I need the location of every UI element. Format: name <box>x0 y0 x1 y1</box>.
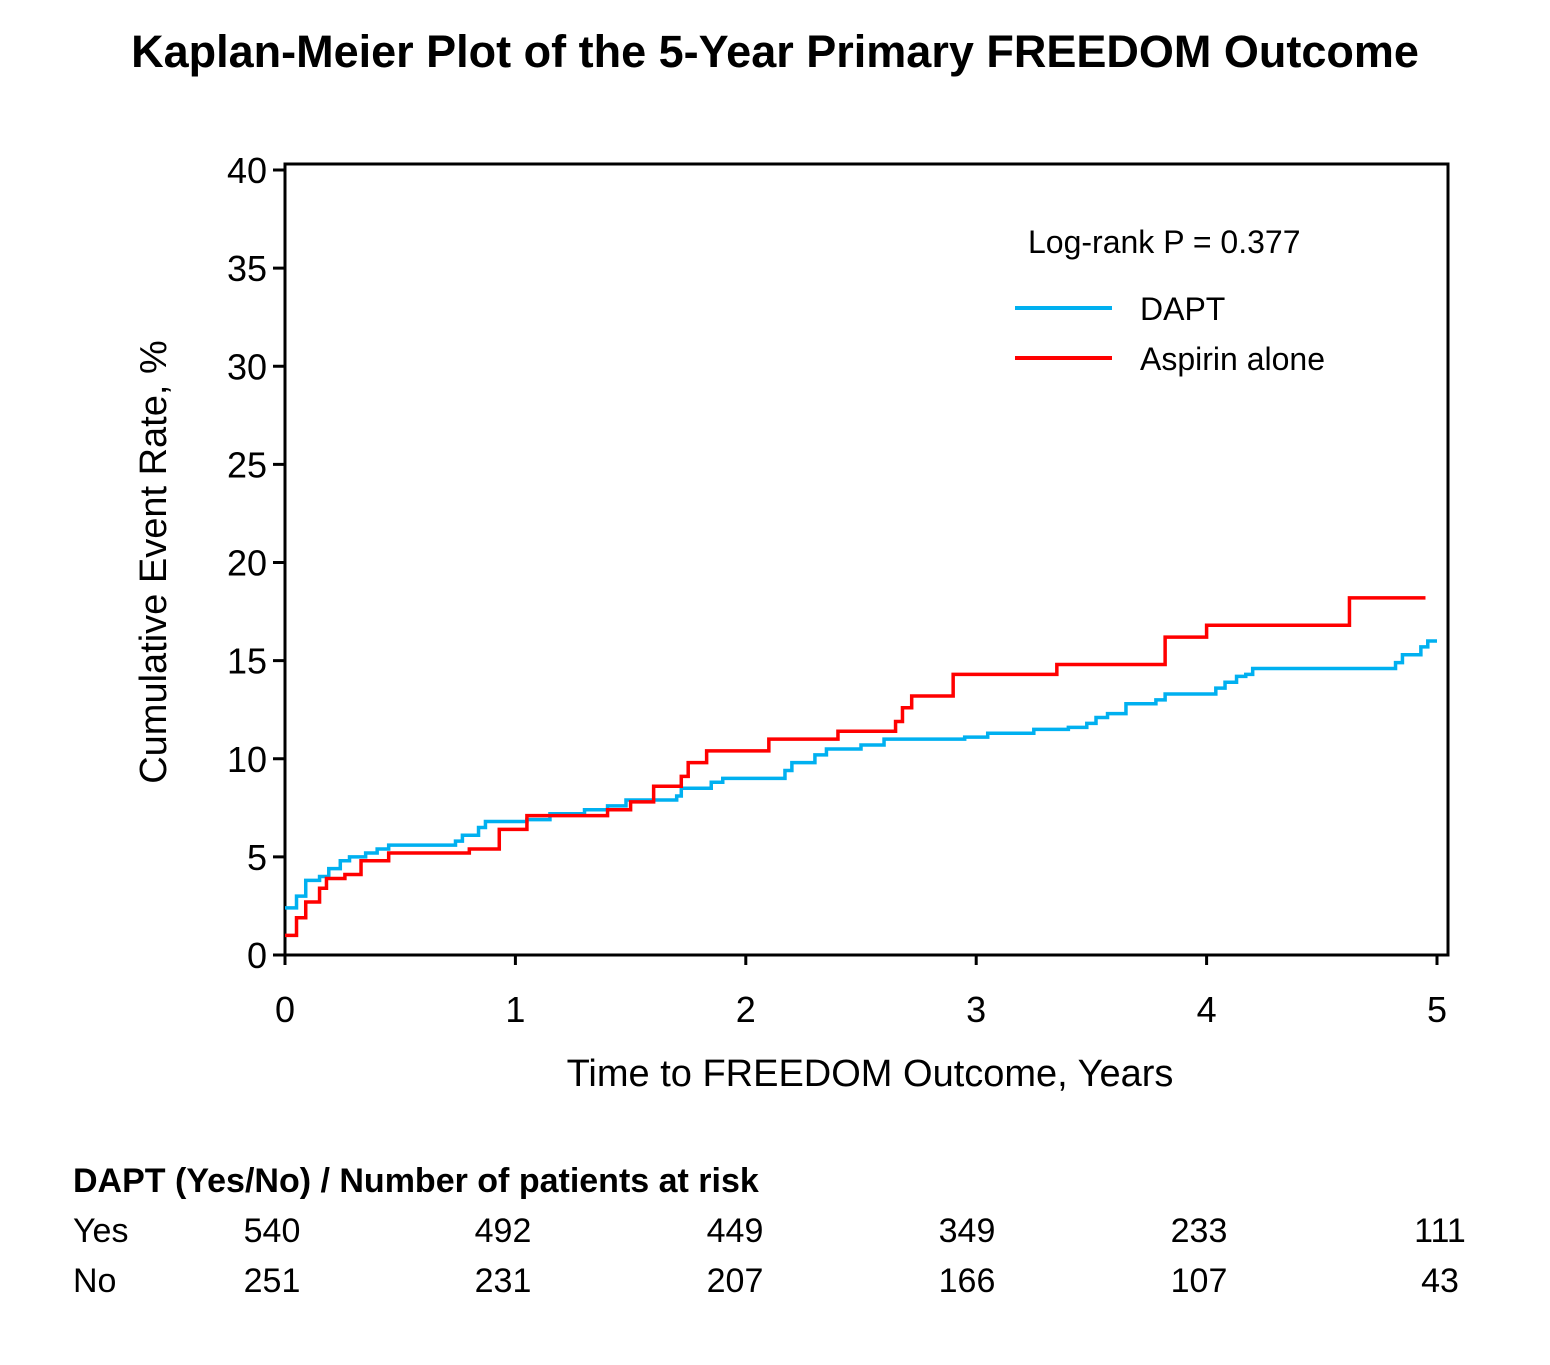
y-tick-label: 10 <box>227 739 267 780</box>
y-tick-label: 15 <box>227 641 267 682</box>
risk-count: 251 <box>243 1262 301 1300</box>
y-tick-label: 35 <box>227 248 267 289</box>
y-tick-label: 20 <box>227 543 267 584</box>
risk-count: 449 <box>706 1212 764 1250</box>
log-rank-annotation: Log-rank P = 0.377 <box>1028 224 1301 260</box>
risk-count: 540 <box>243 1212 301 1250</box>
x-tick-label: 4 <box>1197 989 1217 1030</box>
x-tick-label: 5 <box>1427 989 1447 1030</box>
legend-label: Aspirin alone <box>1140 341 1325 377</box>
y-tick-label: 40 <box>227 150 267 191</box>
legend-label: DAPT <box>1140 291 1225 327</box>
x-tick-label: 2 <box>736 989 756 1030</box>
risk-count: 492 <box>474 1212 532 1250</box>
risk-count: 107 <box>1170 1262 1228 1300</box>
x-tick-label: 0 <box>275 989 295 1030</box>
risk-count: 233 <box>1170 1212 1228 1250</box>
series-line-dapt <box>285 639 1437 910</box>
y-axis-label: Cumulative Event Rate, % <box>133 340 175 784</box>
series-line-aspirin <box>285 596 1426 938</box>
risk-row-label: Yes <box>73 1212 129 1250</box>
y-tick-label: 30 <box>227 346 267 387</box>
risk-count: 231 <box>474 1262 532 1300</box>
risk-count: 207 <box>706 1262 764 1300</box>
risk-table-header: DAPT (Yes/No) / Number of patients at ri… <box>73 1162 759 1200</box>
risk-count: 43 <box>1421 1262 1459 1300</box>
y-tick-label: 25 <box>227 444 267 485</box>
plot-frame <box>283 162 1450 957</box>
risk-count: 111 <box>1414 1212 1466 1250</box>
risk-row-label: No <box>73 1262 117 1300</box>
x-tick-label: 1 <box>505 989 525 1030</box>
risk-count: 349 <box>938 1212 996 1250</box>
km-plot: 0 5 10 15 20 25 30 35 40 0 1 2 3 4 5 Time to FREEDOM Ou… <box>133 150 1450 1095</box>
x-tick-label: 3 <box>966 989 986 1030</box>
y-tick-label: 5 <box>247 837 267 878</box>
risk-count: 166 <box>938 1262 996 1300</box>
x-axis-label: Time to FREEDOM Outcome, Years <box>567 1053 1174 1095</box>
chart-title: Kaplan-Meier Plot of the 5-Year Primary … <box>131 26 1419 77</box>
y-tick-label: 0 <box>247 935 267 976</box>
